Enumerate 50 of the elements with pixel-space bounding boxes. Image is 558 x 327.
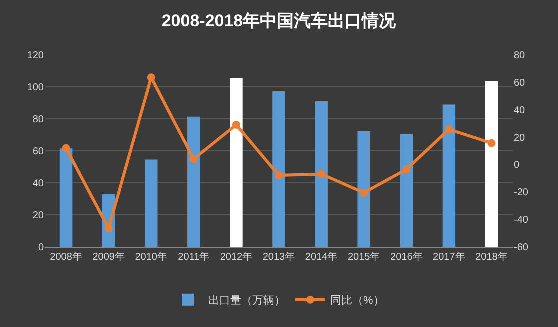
y2-tick-label: 80 (514, 50, 526, 62)
x-tick-label: 2010年 (135, 251, 168, 263)
y-tick-label: 60 (32, 146, 44, 158)
point (402, 166, 411, 174)
point (318, 170, 326, 178)
point (147, 74, 156, 82)
chart-title: 2008-2018年中国汽车出口情况 (162, 12, 398, 31)
y-tick-label: 80 (32, 114, 44, 126)
x-tick-label: 2016年 (390, 251, 423, 263)
y2-tick-label: 60 (514, 78, 526, 89)
y-tick-label: 20 (32, 210, 44, 222)
x-tick-label: 2018年 (476, 251, 508, 263)
y2-tick-label: -40 (514, 215, 529, 226)
y2-tick-label: 40 (514, 105, 526, 116)
bar (60, 148, 73, 247)
bar (485, 81, 498, 247)
y-tick-label: 40 (32, 178, 44, 190)
point (360, 188, 368, 197)
x-tick-label: 2009年 (92, 251, 125, 263)
point (190, 155, 198, 164)
legend-label: 同比（%） (330, 294, 384, 308)
y-tick-label: 100 (27, 82, 44, 94)
y2-tick-label: 20 (514, 132, 526, 144)
x-tick-label: 2008年 (50, 251, 82, 263)
x-tick-label: 2015年 (348, 251, 380, 263)
y2-tick-label: 0 (514, 160, 520, 172)
point (488, 139, 496, 148)
point (445, 126, 454, 134)
x-tick-label: 2011年 (178, 251, 210, 263)
x-tick-label: 2017年 (433, 251, 466, 263)
y-tick-label: 0 (38, 242, 44, 254)
y2-tick-label: -20 (514, 188, 529, 199)
x-tick-label: 2014年 (305, 251, 338, 263)
bar (315, 102, 328, 247)
legend-label: 出口量（万辆） (208, 294, 286, 308)
bar (358, 131, 370, 247)
bar (230, 78, 243, 247)
bar (188, 116, 200, 247)
point (62, 144, 70, 152)
y2-tick-label: -60 (514, 242, 529, 254)
point (232, 120, 240, 129)
bar (144, 160, 158, 247)
point (104, 224, 113, 233)
bar (272, 91, 286, 247)
bar (400, 134, 414, 247)
x-tick-label: 2012年 (220, 251, 253, 263)
x-tick-label: 2013年 (262, 251, 296, 263)
y-tick-label: 120 (27, 50, 44, 62)
bar (442, 104, 456, 247)
point (275, 172, 283, 180)
